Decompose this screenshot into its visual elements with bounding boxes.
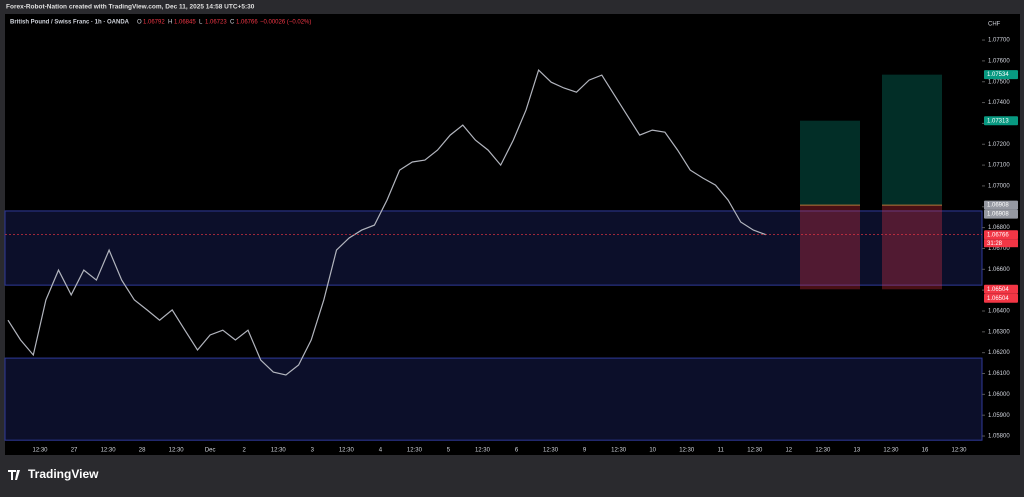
price-tag [984, 284, 1018, 294]
y-tick-label: 1.06600 [988, 267, 1010, 273]
x-tick-label: 2 [243, 448, 247, 454]
x-tick-label: 12:30 [271, 448, 287, 454]
x-tick-label: 28 [139, 448, 146, 454]
x-tick-label: 10 [649, 448, 656, 454]
y-tick-label: 1.07100 [988, 163, 1010, 169]
price-tag [984, 293, 1018, 303]
change: −0.00026 (−0.02%) [260, 20, 311, 26]
symbol-legend: British Pound / Swiss Franc · 1h · OANDA… [10, 20, 311, 26]
h-label: H [168, 20, 172, 26]
x-tick-label: 12:30 [339, 448, 355, 454]
x-tick-label: 12:30 [407, 448, 423, 454]
y-tick-label: 1.06200 [988, 350, 1010, 356]
o-label: O [137, 20, 142, 26]
y-tick-label: 1.07200 [988, 142, 1010, 148]
price-tag-label: 1.06504 [987, 287, 1009, 293]
x-tick-label: 9 [583, 448, 587, 454]
y-tick-label: 1.07500 [988, 79, 1010, 85]
x-tick-label: 12:30 [679, 448, 695, 454]
countdown-bg [984, 239, 1018, 248]
y-tick-label: 1.07700 [988, 38, 1010, 44]
y-tick-label: 1.07000 [988, 184, 1010, 190]
price-tag-label: 1.06504 [987, 296, 1009, 302]
x-tick-label: 12:30 [543, 448, 559, 454]
x-tick-label: Dec [205, 448, 216, 454]
x-tick-label: 12:30 [169, 448, 185, 454]
price-tag-label: 1.07313 [987, 118, 1009, 124]
caption: Forex-Robot-Nation created with TradingV… [6, 4, 255, 11]
y-tick-label: 1.07600 [988, 58, 1010, 64]
y-tick-label: 1.07400 [988, 100, 1010, 106]
x-tick-label: 12:30 [815, 448, 831, 454]
x-tick-label: 12:30 [475, 448, 491, 454]
zone [4, 210, 983, 286]
y-tick-label: 1.06400 [988, 309, 1010, 315]
price-line [7, 68, 767, 376]
price-tag-label: 1.07534 [987, 72, 1009, 78]
x-tick-label: 6 [515, 448, 519, 454]
price-tag [984, 230, 1018, 240]
close: 1.06766 [236, 20, 258, 26]
y-tick-label: 1.05800 [988, 434, 1010, 440]
x-tick-label: 5 [447, 448, 451, 454]
x-tick-label: 13 [854, 448, 861, 454]
x-tick-label: 11 [718, 448, 725, 454]
x-tick-label: 27 [71, 448, 78, 454]
c-label: C [230, 20, 235, 26]
price-tag-label: 1.06908 [987, 212, 1009, 218]
low: 1.06723 [205, 20, 227, 26]
l-label: L [199, 20, 203, 26]
y-tick-label: 1.06100 [988, 371, 1010, 377]
price-tag [984, 209, 1018, 219]
price-tag [984, 70, 1018, 80]
y-tick-label: 1.05900 [988, 413, 1010, 419]
x-tick-label: 12:30 [32, 448, 48, 454]
x-tick-label: 4 [379, 448, 383, 454]
price-tag-label: 1.06766 [987, 232, 1009, 238]
brand-logo [8, 470, 20, 480]
open: 1.06792 [143, 20, 165, 26]
x-tick-label: 12 [785, 448, 792, 454]
x-tick-label: 12:30 [951, 448, 967, 454]
symbol: British Pound / Swiss Franc · 1h · OANDA [10, 20, 130, 26]
x-tick-label: 12:30 [101, 448, 117, 454]
y-tick-label: 1.06000 [988, 392, 1010, 398]
x-tick-label: 3 [311, 448, 315, 454]
x-tick-label: 12:30 [611, 448, 627, 454]
y-tick-label: 1.06300 [988, 329, 1010, 335]
x-tick-label: 12:30 [747, 448, 763, 454]
position-stop [800, 205, 860, 290]
currency: CHF [988, 22, 1001, 28]
high: 1.06845 [174, 20, 196, 26]
price-tag-label: 1.06908 [987, 203, 1009, 209]
x-tick-label: 16 [922, 448, 929, 454]
zone [4, 357, 983, 441]
brand: TradingView [28, 467, 99, 481]
position-target [882, 74, 942, 206]
position-target [800, 120, 860, 206]
countdown: 31:28 [987, 241, 1003, 247]
price-tag [984, 116, 1018, 126]
x-tick-label: 12:30 [883, 448, 899, 454]
position-stop [882, 205, 942, 290]
y-tick-label: 1.06700 [988, 246, 1010, 252]
y-tick-label: 1.06800 [988, 225, 1010, 231]
price-tag [984, 200, 1018, 210]
